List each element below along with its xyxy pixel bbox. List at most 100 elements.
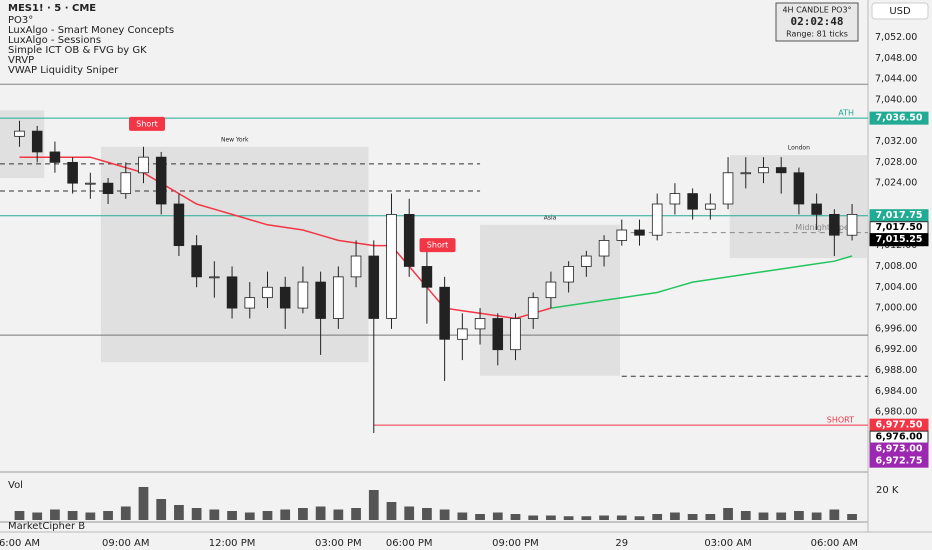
volume-bar bbox=[581, 516, 592, 520]
candle-body bbox=[687, 193, 698, 210]
candle-body bbox=[722, 172, 734, 205]
candle-body bbox=[846, 214, 858, 236]
volume-bar bbox=[404, 506, 415, 520]
candle-body bbox=[368, 255, 380, 319]
candle-body bbox=[669, 193, 681, 205]
volume-bar bbox=[439, 509, 450, 520]
info-timer: 02:02:48 bbox=[791, 15, 844, 28]
volume-bar bbox=[723, 508, 733, 520]
x-tick-label: 06:00 AM bbox=[811, 538, 858, 549]
volume-bar bbox=[351, 508, 361, 520]
candle-body bbox=[705, 203, 716, 210]
price-tag-text: 7,017.50 bbox=[876, 222, 923, 233]
short-badge bbox=[129, 116, 166, 131]
candle-body bbox=[403, 214, 415, 267]
y-tick-label: 7,028.00 bbox=[875, 157, 917, 168]
price-tag-text: 6,973.00 bbox=[876, 444, 923, 455]
x-tick-label: 29 bbox=[615, 538, 628, 549]
candle-body bbox=[527, 297, 539, 319]
candle-body bbox=[102, 182, 114, 194]
y-tick-label: 7,052.00 bbox=[875, 32, 917, 43]
candle-body bbox=[31, 130, 43, 153]
price-tag-text: 6,972.75 bbox=[876, 456, 923, 467]
candle-body bbox=[634, 229, 645, 236]
price-tag-text: 6,976.00 bbox=[876, 432, 923, 443]
volume-bar bbox=[120, 506, 131, 520]
price-tag-text: 7,036.50 bbox=[876, 113, 923, 124]
candle-body bbox=[581, 255, 592, 267]
volume-bar bbox=[475, 514, 485, 520]
candle-body bbox=[775, 167, 787, 174]
y-tick-label: 6,992.00 bbox=[875, 344, 917, 355]
x-tick-label: 09:00 AM bbox=[102, 538, 149, 549]
volume-bar bbox=[32, 512, 43, 520]
candle-body bbox=[457, 328, 468, 340]
currency-button[interactable] bbox=[871, 2, 929, 20]
volume-bar bbox=[174, 505, 184, 520]
short-badge-text: Short bbox=[136, 119, 157, 128]
volume-bar bbox=[85, 512, 96, 520]
info-range: Range: 81 ticks bbox=[786, 30, 848, 39]
candle-body bbox=[138, 156, 149, 174]
x-tick-label: 03:00 AM bbox=[704, 538, 751, 549]
indicator-label: VWAP Liquidity Sniper bbox=[8, 65, 119, 76]
y-tick-label: 7,032.00 bbox=[875, 136, 917, 147]
candle-body bbox=[439, 286, 450, 340]
x-tick-label: 06:00 PM bbox=[386, 538, 433, 549]
candle-body bbox=[226, 276, 238, 309]
y-tick-label: 6,996.00 bbox=[875, 323, 917, 334]
volume-bar bbox=[457, 512, 468, 520]
candle-body bbox=[279, 286, 291, 309]
x-tick-label: 6:00 AM bbox=[0, 538, 40, 549]
candle-body bbox=[350, 255, 362, 278]
volume-bar bbox=[599, 515, 609, 520]
candle-body bbox=[510, 318, 521, 351]
vwap-line bbox=[19, 156, 552, 320]
volume-bar bbox=[829, 509, 840, 520]
y-tick-label: 7,004.00 bbox=[875, 282, 917, 293]
x-tick-label: 09:00 PM bbox=[492, 538, 539, 549]
volume-bar bbox=[563, 516, 574, 520]
session-label: New York bbox=[221, 136, 249, 143]
x-tick-label: 12:00 PM bbox=[209, 538, 256, 549]
volume-bar bbox=[794, 511, 804, 520]
volume-bar bbox=[811, 512, 822, 520]
volume-bar bbox=[298, 508, 308, 520]
price-tag bbox=[869, 454, 929, 468]
candle-body bbox=[545, 281, 557, 299]
volume-bar bbox=[758, 512, 769, 520]
volume-bar bbox=[67, 511, 78, 520]
candle-body bbox=[297, 281, 309, 309]
candle-body bbox=[492, 318, 504, 351]
vwap-line bbox=[550, 255, 853, 309]
currency[interactable]: USD bbox=[889, 6, 911, 17]
indicator-label: PO3° bbox=[8, 15, 33, 26]
price-tag-text: 6,977.50 bbox=[876, 420, 923, 431]
y-tick-label: 7,044.00 bbox=[875, 74, 917, 85]
indicator-label: LuxAlgo - Sessions bbox=[8, 35, 101, 46]
volume-bar bbox=[280, 509, 291, 520]
y-tick-label: 7,008.00 bbox=[875, 261, 917, 272]
candle-body bbox=[811, 203, 822, 215]
candle-body bbox=[244, 297, 256, 309]
y-tick-label: 6,988.00 bbox=[875, 365, 917, 376]
level-text: SHORT bbox=[827, 416, 854, 425]
candle-body bbox=[262, 286, 273, 299]
session-box bbox=[100, 146, 369, 363]
candle-body bbox=[616, 229, 628, 241]
candle-body bbox=[209, 276, 220, 279]
y-tick-label: 7,040.00 bbox=[875, 94, 917, 105]
candle-body bbox=[421, 266, 433, 288]
candle-body bbox=[563, 266, 574, 283]
indicator-label: Simple ICT OB & FVG by GK bbox=[8, 45, 147, 56]
price-tag bbox=[869, 233, 929, 247]
volume-bar bbox=[209, 509, 220, 520]
session-label: London bbox=[788, 145, 810, 152]
y-tick-label: 6,984.00 bbox=[875, 386, 917, 397]
candle-body bbox=[85, 182, 96, 185]
price-tag-text: 7,015.25 bbox=[876, 234, 923, 245]
volume-tick-label: 20 K bbox=[876, 485, 899, 496]
y-tick-label: 7,000.00 bbox=[875, 303, 917, 314]
volume-bar bbox=[138, 487, 149, 520]
session-box bbox=[480, 224, 620, 376]
